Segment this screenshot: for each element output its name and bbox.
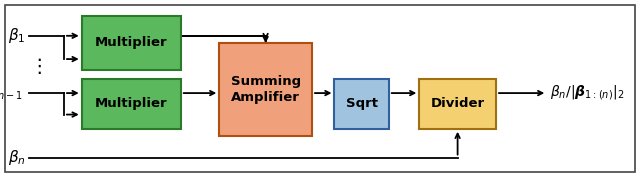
- FancyBboxPatch shape: [219, 43, 312, 136]
- Text: $\beta_n/|\boldsymbol{\beta}_{1:(n)}|_2$: $\beta_n/|\boldsymbol{\beta}_{1:(n)}|_2$: [550, 84, 625, 103]
- Text: $\beta_n$: $\beta_n$: [8, 148, 26, 167]
- Text: $\beta_1$: $\beta_1$: [8, 26, 26, 45]
- Text: Summing
Amplifier: Summing Amplifier: [230, 76, 301, 103]
- Text: Divider: Divider: [431, 97, 484, 110]
- FancyBboxPatch shape: [419, 79, 496, 129]
- FancyBboxPatch shape: [82, 16, 180, 70]
- Text: Sqrt: Sqrt: [346, 97, 378, 110]
- Text: $\vdots$: $\vdots$: [29, 56, 42, 76]
- FancyBboxPatch shape: [82, 79, 180, 129]
- Text: $\beta_{n-1}$: $\beta_{n-1}$: [0, 84, 23, 102]
- FancyBboxPatch shape: [334, 79, 388, 129]
- Text: Multiplier: Multiplier: [95, 97, 168, 110]
- Text: Multiplier: Multiplier: [95, 37, 168, 49]
